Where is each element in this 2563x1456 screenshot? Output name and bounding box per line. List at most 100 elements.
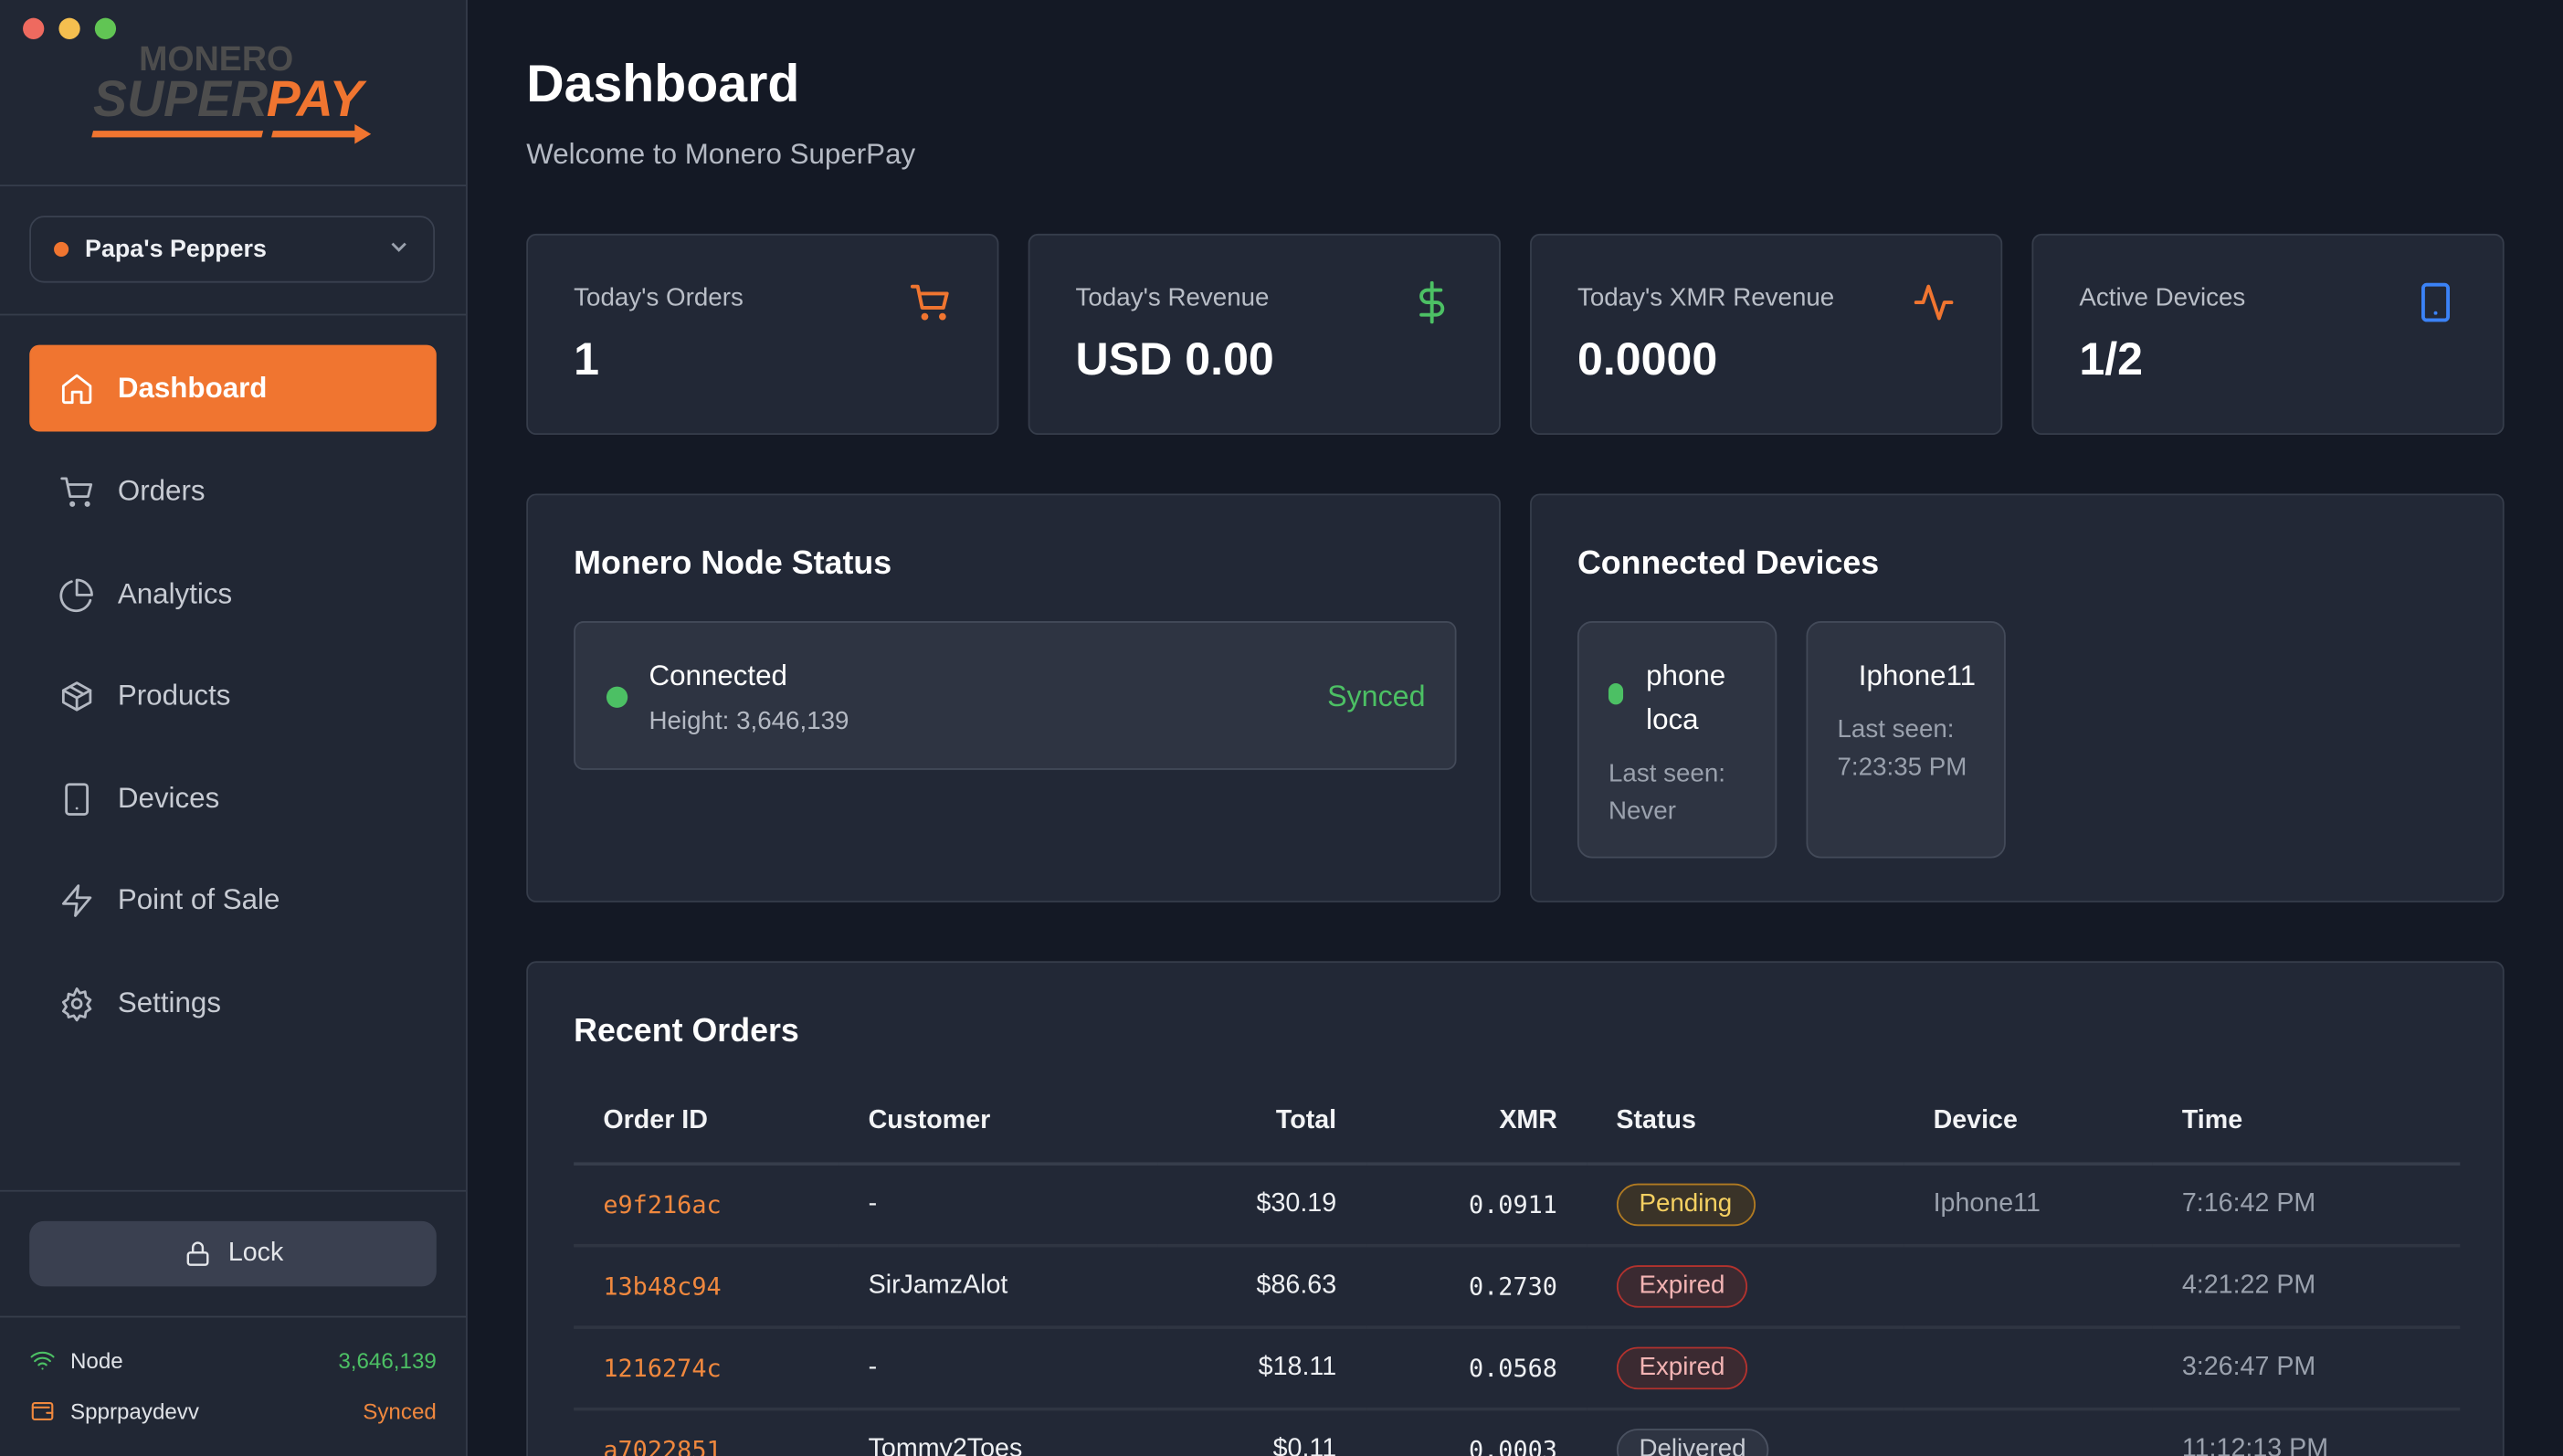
order-time: 3:26:47 PM — [2152, 1327, 2461, 1411]
tablet-icon — [2421, 282, 2451, 322]
order-xmr: 0.0003 — [1366, 1409, 1587, 1456]
maximize-window-button[interactable] — [94, 17, 117, 39]
node-sync-status: Synced — [1327, 680, 1426, 713]
close-window-button[interactable] — [23, 17, 45, 39]
order-total: $30.19 — [1157, 1164, 1366, 1248]
device — [1904, 1409, 2153, 1456]
table-row[interactable]: e9f216ac - $30.19 0.0911 Pending Iphone1… — [574, 1164, 2461, 1248]
stat-label: Today's Orders — [574, 284, 744, 312]
order-id-link[interactable]: e9f216ac — [574, 1164, 839, 1248]
recent-orders-card: Recent Orders Order ID Customer Total XM… — [526, 961, 2505, 1456]
device-name: phone loca — [1646, 659, 1726, 736]
tablet-icon — [65, 782, 89, 816]
order-xmr: 0.2730 — [1366, 1245, 1587, 1329]
device-name: Iphone11 — [1858, 659, 1977, 692]
last-seen-label: Last seen: — [1608, 760, 1725, 788]
stat-value: 1 — [574, 333, 600, 385]
order-total: $0.11 — [1157, 1409, 1366, 1456]
page-title: Dashboard — [526, 54, 800, 113]
sidebar-item-dashboard[interactable]: Dashboard — [29, 344, 437, 432]
column-header: Order ID — [574, 1080, 839, 1166]
status-cell: Expired — [1587, 1327, 1904, 1411]
sidebar-item-orders[interactable]: Orders — [29, 448, 437, 534]
sidebar-item-label: Products — [117, 678, 231, 712]
column-header: Customer — [839, 1080, 1158, 1166]
device-card[interactable]: Iphone11 Last seen: 7:23:35 PM — [1806, 621, 2006, 859]
home-icon — [61, 373, 92, 404]
stat-card-orders: Today's Orders 1 — [526, 233, 999, 436]
device-last-seen: Last seen: Never — [1608, 755, 1725, 830]
cart-icon — [60, 476, 93, 506]
table-row[interactable]: 13b48c94 SirJamzAlot $86.63 0.2730 Expir… — [574, 1245, 2461, 1329]
lock-icon — [185, 1241, 208, 1266]
last-seen-value: 7:23:35 PM — [1837, 754, 1967, 782]
table-row[interactable]: 1216274c - $18.11 0.0568 Expired 3:26:47… — [574, 1327, 2461, 1411]
order-time: 4:21:22 PM — [2152, 1245, 2461, 1329]
connected-dot — [606, 686, 628, 708]
stat-label: Active Devices — [2079, 284, 2246, 312]
customer: Tommy2Toes — [839, 1409, 1158, 1456]
status-cell: Expired — [1587, 1245, 1904, 1329]
order-xmr: 0.0568 — [1366, 1327, 1587, 1411]
stat-label: Today's Revenue — [1075, 284, 1270, 312]
sidebar-item-label: Analytics — [117, 576, 233, 610]
node-connection-state: Connected — [649, 659, 787, 692]
order-id-link[interactable]: 13b48c94 — [574, 1245, 839, 1329]
status-cell: Pending — [1587, 1164, 1904, 1248]
activity-icon — [1914, 284, 1954, 321]
zap-icon — [61, 883, 92, 916]
device: Iphone11 — [1904, 1164, 2153, 1248]
customer: SirJamzAlot — [839, 1245, 1158, 1329]
lock-label: Lock — [227, 1239, 284, 1267]
order-id-link[interactable]: a7022851 — [574, 1409, 839, 1456]
node-height: 3,646,139 — [338, 1347, 437, 1373]
order-xmr: 0.0911 — [1366, 1164, 1587, 1248]
stat-value: USD 0.00 — [1075, 333, 1274, 385]
sidebar-item-label: Dashboard — [117, 371, 268, 405]
monero-superpay-logo: MONERO SUPER PAY — [91, 39, 372, 144]
device — [1904, 1327, 2153, 1411]
table-row[interactable]: a7022851 Tommy2Toes $0.11 0.0003 Deliver… — [574, 1409, 2461, 1456]
sidebar-item-label: Devices — [117, 781, 220, 815]
sidebar-item-devices[interactable]: Devices — [29, 755, 437, 842]
device-card[interactable]: phone loca Last seen: Never — [1577, 621, 1777, 859]
svg-text:MONERO: MONERO — [139, 39, 293, 78]
sidebar-item-analytics[interactable]: Analytics — [29, 551, 437, 638]
minimize-window-button[interactable] — [58, 17, 80, 39]
customer: - — [839, 1327, 1158, 1411]
order-id-link[interactable]: 1216274c — [574, 1327, 839, 1411]
gear-icon — [61, 986, 92, 1021]
main-content: Dashboard Welcome to Monero SuperPay Tod… — [468, 0, 2563, 1456]
node-label: Node — [69, 1347, 123, 1373]
stat-card-revenue: Today's Revenue USD 0.00 — [1028, 233, 1501, 436]
column-header: Status — [1587, 1080, 1904, 1166]
sidebar-item-label: Point of Sale — [117, 882, 280, 916]
svg-text:PAY: PAY — [267, 70, 368, 127]
wallet-name: Spprpaydevv — [69, 1398, 199, 1423]
package-icon — [61, 681, 92, 711]
cart-icon — [910, 284, 949, 321]
store-selector[interactable]: Papa's Peppers — [29, 216, 436, 283]
sidebar-item-point-of-sale[interactable]: Point of Sale — [29, 857, 437, 944]
store-status-dot — [54, 241, 69, 257]
card-title: Connected Devices — [1577, 545, 1880, 583]
status-badge: Expired — [1616, 1265, 1748, 1308]
lock-button[interactable]: Lock — [29, 1220, 437, 1287]
orders-table: Order ID Customer Total XMR Status Devic… — [574, 1080, 2461, 1456]
pie-chart-icon — [59, 577, 93, 612]
wallet-status-row: Spprpaydevv Synced — [29, 1398, 437, 1424]
store-name: Papa's Peppers — [85, 235, 267, 264]
column-header: Total — [1157, 1080, 1366, 1166]
last-seen-label: Last seen: — [1837, 715, 1955, 744]
svg-text:SUPER: SUPER — [93, 70, 268, 127]
sidebar-item-products[interactable]: Products — [29, 652, 437, 739]
order-total: $86.63 — [1157, 1245, 1366, 1329]
stat-card-active-devices: Active Devices 1/2 — [2031, 233, 2505, 436]
sidebar-item-label: Orders — [117, 473, 206, 507]
column-header: Time — [2152, 1080, 2461, 1166]
order-total: $18.11 — [1157, 1327, 1366, 1411]
sidebar: MONERO SUPER PAY Papa's Peppers Dashboar… — [0, 0, 468, 1456]
sidebar-item-settings[interactable]: Settings — [29, 959, 437, 1046]
card-title: Monero Node Status — [574, 545, 892, 583]
online-indicator — [1608, 683, 1624, 705]
